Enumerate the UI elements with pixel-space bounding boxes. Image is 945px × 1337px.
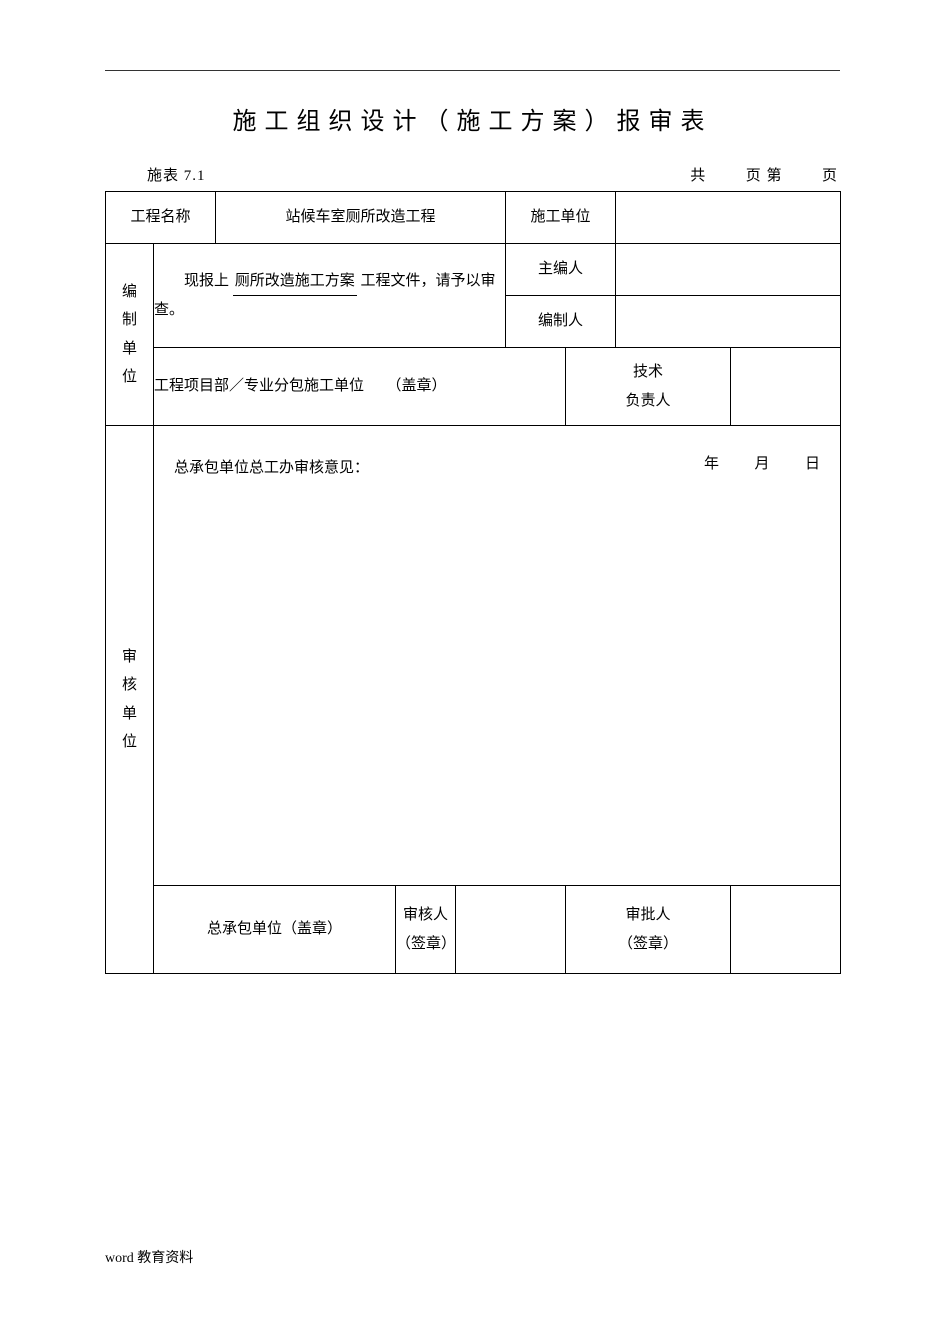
page: 施工组织设计（施工方案）报审表 施表 7.1 共 页 第 页 工程名称 站候车室… xyxy=(0,0,945,1337)
date-day-label: 日 xyxy=(805,456,822,472)
value-tech-lead xyxy=(731,348,841,426)
cell-review-opinion: 总承包单位总工办审核意见： 年 月 日 xyxy=(154,426,841,886)
submit-prefix: 现报上 xyxy=(184,273,229,289)
page-mid: 页 第 xyxy=(746,164,783,185)
label-tech-lead: 技术 负责人 xyxy=(566,348,731,426)
form-number: 施表 7.1 xyxy=(147,164,206,185)
tech-lead-l2: 负责人 xyxy=(626,393,671,409)
page-prefix: 共 xyxy=(690,164,706,185)
value-construction-unit xyxy=(616,192,841,244)
label-approver: 审批人 （签章） xyxy=(566,886,731,974)
date-month-label: 月 xyxy=(755,456,772,472)
label-project-name: 工程名称 xyxy=(106,192,216,244)
approver-l1: 审批人 xyxy=(626,907,671,923)
approval-form-table: 工程名称 站候车室厕所改造工程 施工单位 编制单位 现报上 厕所改造施工方案 工… xyxy=(105,191,841,974)
reviewer-l2: （签章） xyxy=(396,936,456,952)
label-compile-unit: 编制单位 xyxy=(106,244,154,426)
review-date: 年 月 日 xyxy=(704,450,822,479)
page-suffix: 页 xyxy=(822,164,838,185)
meta-row: 施表 7.1 共 页 第 页 xyxy=(105,164,840,191)
value-chief-editor xyxy=(616,244,841,296)
document-title: 施工组织设计（施工方案）报审表 xyxy=(105,101,840,136)
row-review-body: 审核单位 总承包单位总工办审核意见： 年 月 日 xyxy=(106,426,841,886)
cell-submission-text: 现报上 厕所改造施工方案 工程文件，请予以审查。 xyxy=(154,244,506,348)
submit-plan-name: 厕所改造施工方案 xyxy=(233,267,357,297)
value-project-name: 站候车室厕所改造工程 xyxy=(216,192,506,244)
row-signatures: 总承包单位（盖章） 审核人 （签章） 审批人 （签章） xyxy=(106,886,841,974)
row-project: 工程名称 站候车室厕所改造工程 施工单位 xyxy=(106,192,841,244)
footer-rest: 教育资料 xyxy=(134,1251,194,1266)
page-indicator: 共 页 第 页 xyxy=(690,164,838,185)
cell-project-dept-stamp: 工程项目部／专业分包施工单位 （盖章） xyxy=(154,348,566,426)
approver-l2: （签章） xyxy=(618,936,678,952)
reviewer-l1: 审核人 xyxy=(403,907,448,923)
value-compiler xyxy=(616,296,841,348)
label-contractor-stamp: 总承包单位（盖章） xyxy=(154,886,396,974)
tech-lead-l1: 技术 xyxy=(633,364,663,380)
value-approver xyxy=(731,886,841,974)
row-compile-1: 编制单位 现报上 厕所改造施工方案 工程文件，请予以审查。 主编人 xyxy=(106,244,841,296)
row-compile-3: 工程项目部／专业分包施工单位 （盖章） 技术 负责人 xyxy=(106,348,841,426)
footer: word 教育资料 xyxy=(105,1247,193,1267)
label-reviewer: 审核人 （签章） xyxy=(396,886,456,974)
label-compiler: 编制人 xyxy=(506,296,616,348)
label-chief-editor: 主编人 xyxy=(506,244,616,296)
footer-word: word xyxy=(105,1251,134,1266)
label-construction-unit: 施工单位 xyxy=(506,192,616,244)
date-year-label: 年 xyxy=(704,456,721,472)
value-reviewer xyxy=(456,886,566,974)
top-rule xyxy=(105,70,840,71)
label-review-unit: 审核单位 xyxy=(106,426,154,974)
